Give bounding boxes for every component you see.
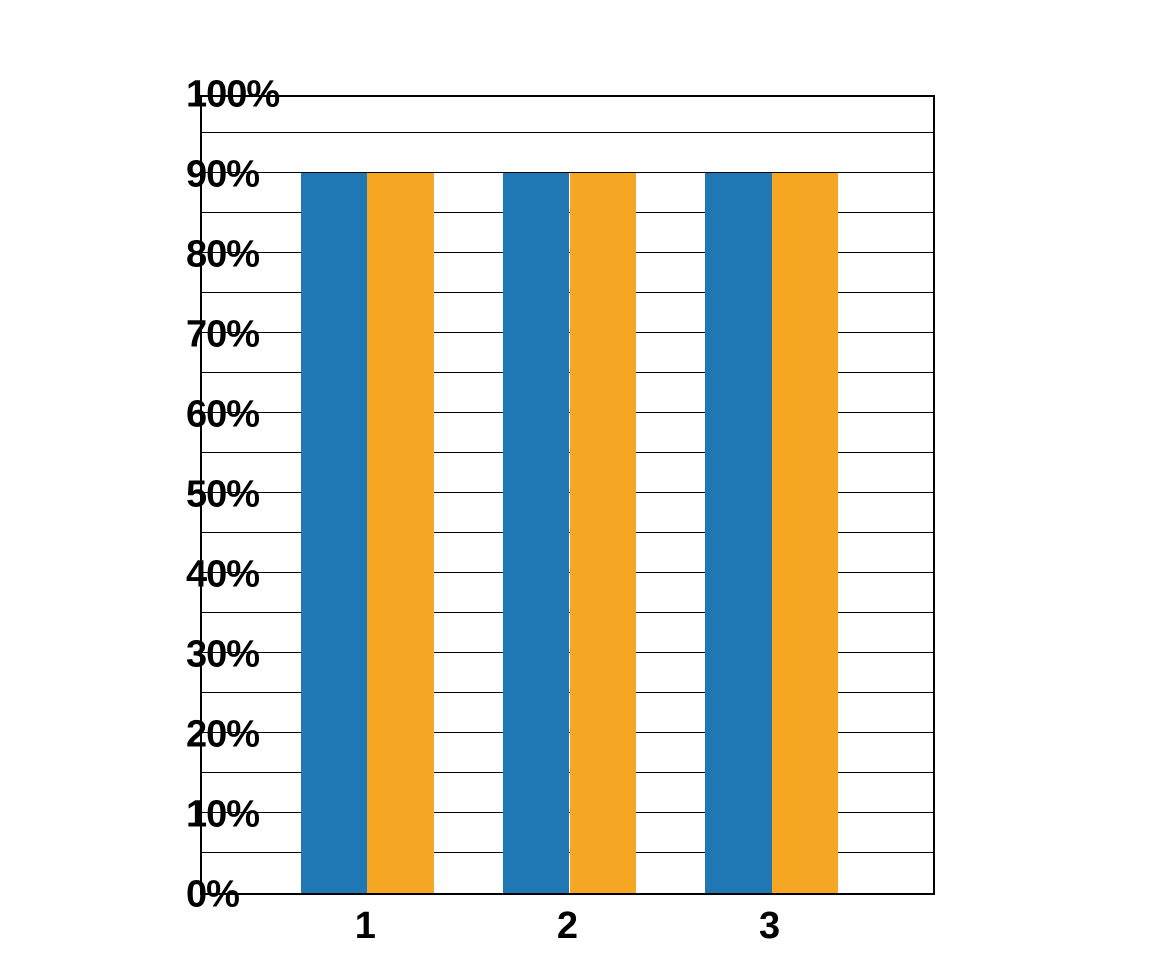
y-tick-label: 100%	[186, 74, 188, 117]
y-tick-label: 20%	[186, 714, 188, 757]
bar-series_b	[772, 173, 838, 893]
bar-series_b	[367, 173, 433, 893]
x-tick-label: 3	[759, 905, 780, 948]
y-tick-label: 90%	[186, 154, 188, 197]
bar-chart: 0%10%20%30%40%50%60%70%80%90%100%123	[200, 95, 935, 895]
y-tick-label: 80%	[186, 234, 188, 277]
plot-area	[200, 95, 935, 895]
y-tick-label: 40%	[186, 554, 188, 597]
y-tick-label: 10%	[186, 794, 188, 837]
y-tick-label: 30%	[186, 634, 188, 677]
x-tick-label: 2	[557, 905, 578, 948]
gridline	[202, 132, 933, 133]
x-tick-label: 1	[355, 905, 376, 948]
bar-series_b	[570, 173, 636, 893]
bar-series_a	[301, 173, 367, 893]
y-tick-label: 60%	[186, 394, 188, 437]
bar-series_a	[705, 173, 771, 893]
y-tick-label: 50%	[186, 474, 188, 517]
y-tick-label: 0%	[186, 874, 188, 917]
y-tick-label: 70%	[186, 314, 188, 357]
bar-series_a	[503, 173, 569, 893]
